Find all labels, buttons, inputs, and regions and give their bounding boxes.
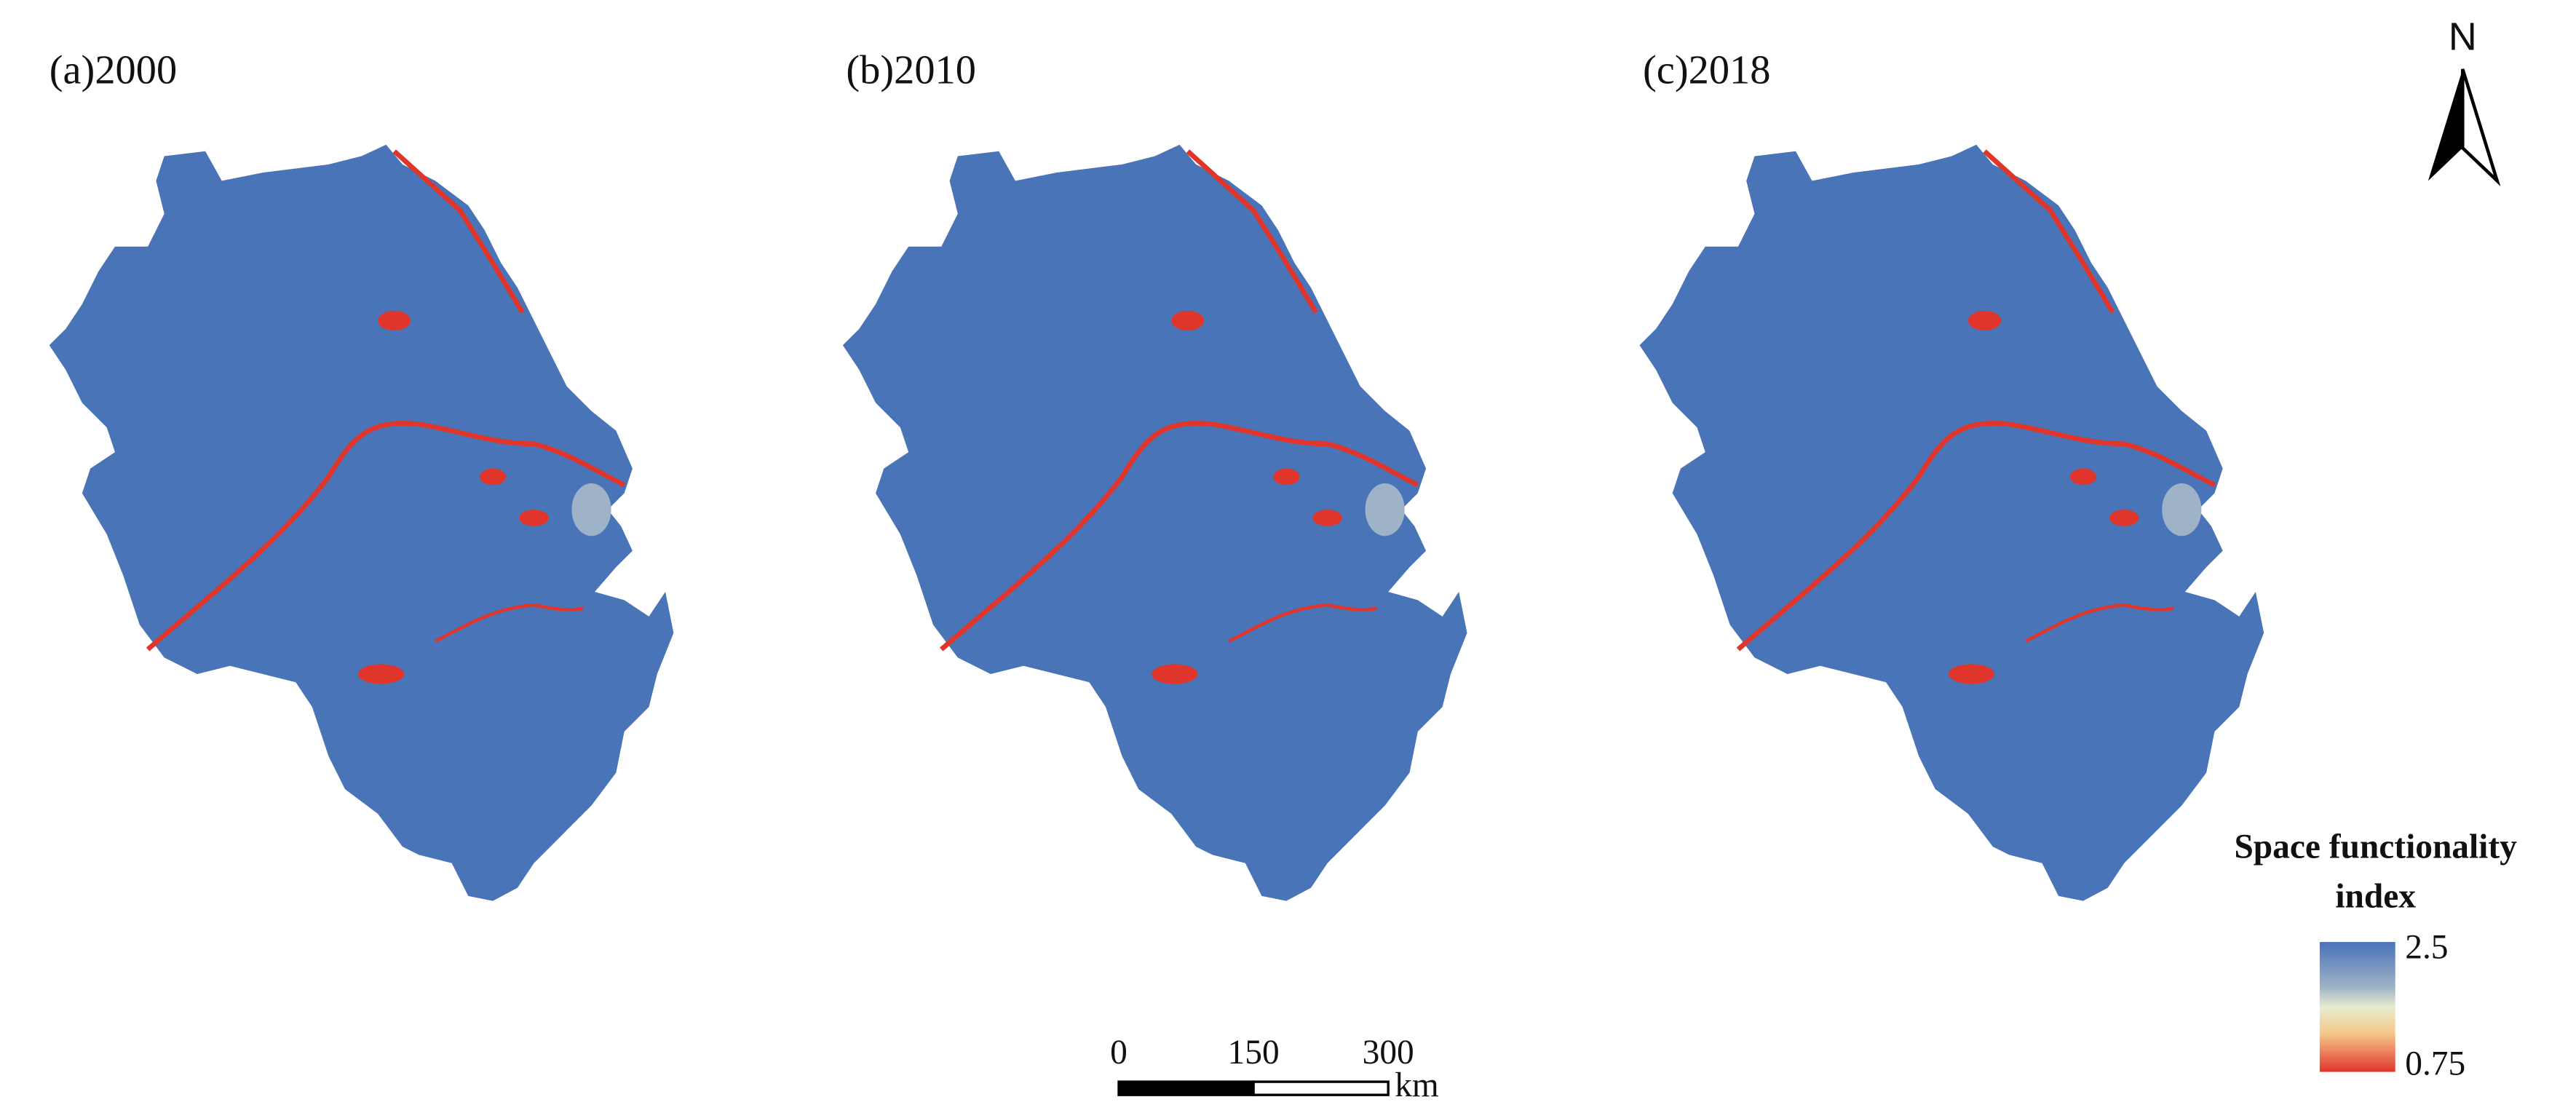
scale-unit: km [1395,1066,1439,1104]
map-2018 [1640,145,2264,901]
legend-title: index [2335,877,2416,915]
legend-title: Space functionality [2234,828,2517,866]
scale-tick-label: 300 [1363,1034,1414,1072]
scale-segment [1252,1080,1390,1096]
scale-segment [1117,1080,1255,1096]
legend-gradient [2319,942,2395,1072]
legend-min: 0.75 [2405,1045,2465,1083]
scale-tick-label: 0 [1110,1034,1128,1072]
north-label: N [2449,15,2477,59]
panel-title: (b)2010 [846,48,976,93]
north-arrow: N [2428,15,2501,187]
panel-title: (c)2018 [1643,48,1770,93]
panel-title: (a)2000 [49,48,177,93]
map-2010 [843,145,1467,901]
legend-max: 2.5 [2405,928,2448,966]
map-2000 [49,145,674,901]
scale-tick-label: 150 [1228,1034,1280,1072]
